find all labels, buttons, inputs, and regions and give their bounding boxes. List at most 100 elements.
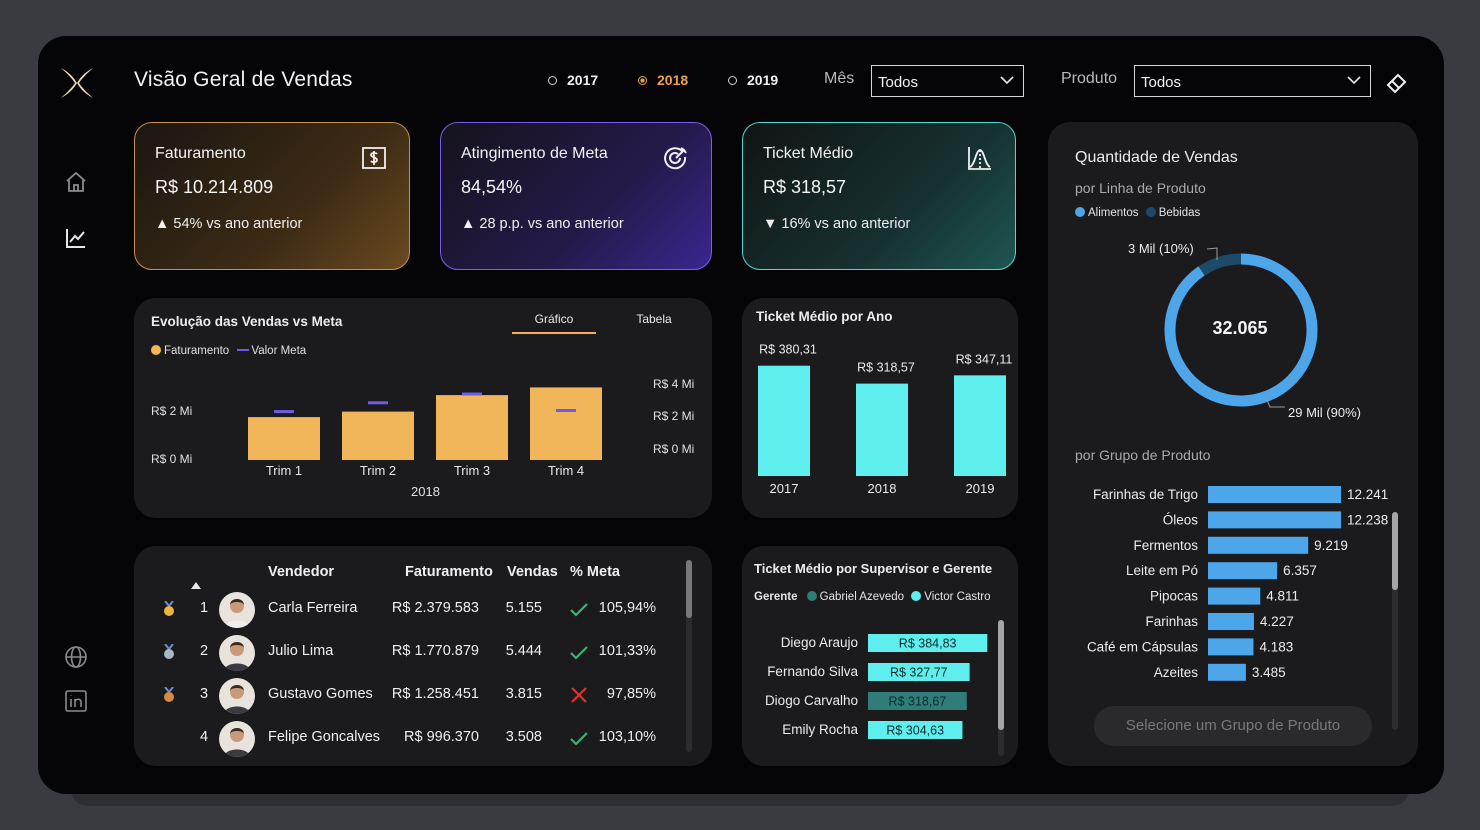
- table-row[interactable]: 4 Felipe Goncalves R$ 996.370 3.508 103,10%: [134, 719, 694, 759]
- header-faturamento[interactable]: Faturamento: [405, 564, 493, 580]
- kpi-value: R$ 318,57: [763, 177, 847, 197]
- globe-icon[interactable]: [62, 643, 90, 671]
- meta-marker: [462, 392, 482, 396]
- medal-icon: [164, 601, 174, 616]
- quantidade-donut-chart: [1164, 247, 1318, 408]
- grupo-bar: [1208, 663, 1246, 681]
- rank-number: 2: [200, 643, 209, 659]
- donut-label-bebidas: 3 Mil (10%): [1128, 241, 1194, 256]
- month-select[interactable]: Todos: [871, 65, 1024, 97]
- grupo-label: Pipocas: [1150, 589, 1198, 604]
- tab-tabela[interactable]: Tabela: [636, 312, 672, 326]
- ticket-ano-bar-chart: R$ 380,31 2017 R$ 318,57 2018 R$ 347,11 2019: [758, 343, 1013, 496]
- data-label: R$ 347,11: [956, 352, 1013, 366]
- x-tick-label: 2019: [966, 481, 995, 496]
- vendedores-table-panel: Vendedor Faturamento Vendas % Meta 1 Carl…: [134, 546, 712, 766]
- table-scrollbar-track[interactable]: [686, 560, 692, 752]
- select-grupo-button[interactable]: Selecione um Grupo de Produto: [1094, 706, 1372, 746]
- supervisor-bar: [868, 663, 970, 681]
- legend-swatch: [151, 345, 161, 355]
- data-label: R$ 318,67: [889, 695, 947, 709]
- rank-number: 3: [200, 686, 209, 702]
- kpi-value: R$ 10.214.809: [155, 177, 274, 197]
- supervisor-scrollbar-track[interactable]: [998, 620, 1004, 756]
- legend-label: Gabriel Azevedo: [819, 591, 905, 603]
- linkedin-icon[interactable]: [62, 687, 90, 715]
- header-vendedor[interactable]: Vendedor: [268, 564, 335, 580]
- x-tick-label: Trim 3: [454, 463, 490, 478]
- x-tick-label: Trim 4: [548, 463, 584, 478]
- product-select[interactable]: Todos: [1134, 65, 1371, 97]
- donut-label-alimentos: 29 Mil (90%): [1288, 405, 1361, 420]
- grupo-bar: [1208, 613, 1254, 630]
- supervisor-bar: [868, 692, 967, 710]
- vendas-value: 3.815: [505, 686, 542, 702]
- sort-up-icon[interactable]: [191, 582, 201, 589]
- kpi-title: Faturamento: [155, 145, 246, 162]
- year-option-2019[interactable]: 2019: [728, 72, 778, 88]
- radio-selected-icon[interactable]: [638, 75, 647, 85]
- supervisor-scrollbar-thumb[interactable]: [998, 620, 1004, 730]
- table-scrollbar-thumb[interactable]: [686, 560, 692, 618]
- data-label: 12.241: [1347, 487, 1388, 502]
- chevron-down-icon: [1347, 76, 1361, 85]
- year-option-2018[interactable]: 2018: [638, 72, 688, 88]
- check-icon: [570, 646, 588, 660]
- kpi-card-ticket-medio: Ticket Médio R$ 318,57 ▼ 16% vs ano ante…: [742, 122, 1016, 270]
- year-option-2017[interactable]: 2017: [548, 72, 598, 88]
- x-tick-label: 2018: [868, 481, 897, 496]
- line-chart-icon[interactable]: [62, 224, 90, 252]
- grupo-label: Farinhas de Trigo: [1093, 487, 1198, 502]
- home-icon[interactable]: [62, 168, 90, 196]
- chart-legend: Faturamento Valor Meta: [151, 345, 306, 357]
- chevron-down-icon: [1000, 76, 1014, 85]
- tab-grafico[interactable]: Gráfico: [512, 312, 596, 334]
- legend-label: Victor Castro: [924, 591, 991, 603]
- grupo-scrollbar-track[interactable]: [1392, 512, 1398, 730]
- header-meta[interactable]: % Meta: [570, 564, 620, 580]
- leader-line: [1206, 247, 1218, 260]
- faturamento-value: R$ 996.370: [404, 729, 479, 745]
- dashboard-frame: Visão Geral de Vendas 2017 2018 2019 Mês…: [38, 36, 1444, 794]
- supervisor-bar: [868, 634, 988, 652]
- rank-number: 1: [200, 600, 209, 616]
- meta-marker: [556, 409, 576, 412]
- evolucao-bar-chart: Trim 1 Trim 2 Trim 3 Trim 4: [248, 387, 602, 478]
- grupo-label: Azeites: [1154, 665, 1199, 680]
- y-tick-right: R$ 2 Mi: [653, 409, 695, 423]
- meta-marker: [274, 410, 294, 414]
- linha-legend: Alimentos Bebidas: [1075, 207, 1200, 219]
- avatar: [219, 635, 255, 671]
- year-label: 2018: [657, 72, 689, 88]
- grupo-bar: [1208, 536, 1309, 554]
- x-tick-label: Trim 2: [360, 463, 396, 478]
- panel-title: Ticket Médio por Ano: [756, 309, 893, 324]
- gerente-legend: Gerente Gabriel Azevedo Victor Castro: [754, 591, 991, 603]
- data-label: R$ 318,57: [857, 361, 915, 375]
- grupo-label: Café em Cápsulas: [1087, 639, 1198, 654]
- avatar: [219, 592, 255, 628]
- ticket-medio-ano-panel: Ticket Médio por Ano R$ 380,31 2017 R$ 318…: [742, 298, 1018, 518]
- radio-icon[interactable]: [548, 75, 557, 85]
- header-vendas[interactable]: Vendas: [507, 564, 558, 580]
- month-select-value: Todos: [878, 74, 919, 91]
- grupo-scrollbar-thumb[interactable]: [1392, 512, 1398, 590]
- vendedor-name: Felipe Goncalves: [268, 729, 381, 745]
- legend-swatch: [1075, 207, 1085, 217]
- clear-filters-eraser-icon[interactable]: [1384, 70, 1410, 96]
- faturamento-value: R$ 1.258.451: [391, 686, 479, 702]
- supervisor-label: Diogo Carvalho: [765, 693, 858, 708]
- table-row[interactable]: 2 Julio Lima R$ 1.770.879 5.444 101,33%: [134, 633, 694, 673]
- vendedor-name: Julio Lima: [268, 643, 334, 659]
- grupo-label: Óleos: [1163, 512, 1199, 527]
- table-row[interactable]: 3 Gustavo Gomes R$ 1.258.451 3.815 97,85%: [134, 676, 694, 716]
- medal-icon: [164, 644, 174, 659]
- legend-title: Gerente: [754, 591, 798, 603]
- logo-icon: [61, 68, 93, 98]
- meta-value: 103,10%: [598, 729, 656, 745]
- grupo-bar: [1208, 486, 1341, 503]
- y-tick-left: R$ 0 Mi: [151, 452, 193, 466]
- radio-icon[interactable]: [728, 75, 737, 85]
- table-row[interactable]: 1 Carla Ferreira R$ 2.379.583 5.155 105,94%: [134, 590, 694, 630]
- data-label: 6.357: [1283, 563, 1317, 578]
